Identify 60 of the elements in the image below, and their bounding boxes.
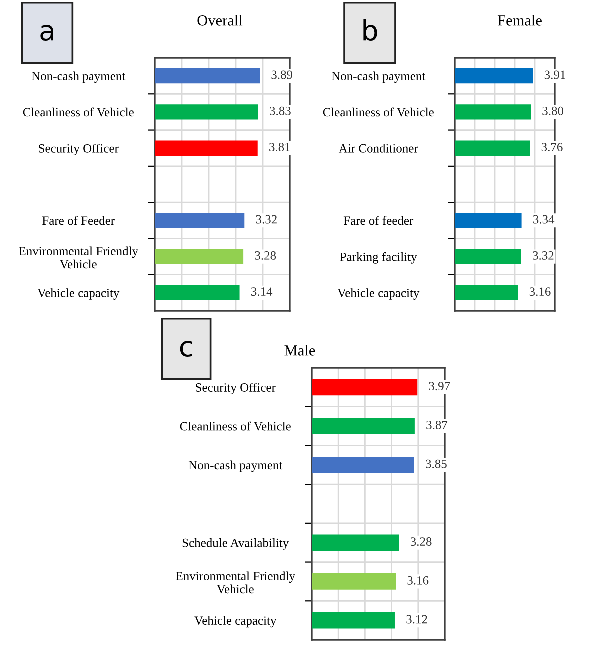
y-tick-label: Parking facility [340, 252, 418, 264]
chart-title: Female [498, 15, 542, 26]
data-label: 3.34 [534, 215, 555, 224]
y-tick-label: Cleanliness of Vehicle [323, 108, 434, 117]
y-tick-label: Environmental Friendly Vehicle [19, 246, 138, 269]
y-tick-label: Environmental Friendly Vehicle [176, 572, 296, 594]
bar [312, 574, 396, 590]
data-label: 3.97 [429, 382, 450, 391]
data-label: 3.12 [406, 615, 428, 624]
y-tick-label: Air Conditioner [338, 144, 418, 153]
bar [455, 140, 530, 156]
bar [455, 249, 522, 264]
bar [312, 418, 415, 434]
y-tick-label: Fare of Feeder [42, 216, 115, 226]
text: a [40, 25, 54, 42]
bar [155, 213, 245, 228]
data-label: 3.83 [270, 106, 291, 116]
data-label: 3.28 [255, 251, 276, 260]
data-label: 3.16 [530, 288, 551, 296]
data-label: 3.28 [410, 538, 432, 546]
bar [155, 249, 244, 264]
y-tick-label: Non-cash payment [332, 72, 426, 84]
text: b [364, 20, 378, 42]
bar [312, 379, 418, 396]
bar [312, 534, 400, 552]
bar [455, 68, 534, 84]
chart-title: Male [284, 345, 316, 356]
data-label: 3.91 [544, 70, 566, 80]
y-tick-label: Non-cash payment [188, 460, 283, 472]
y-tick-label: Security Officer [196, 383, 276, 395]
bar [312, 456, 414, 474]
y-tick-label: Cleanliness of Vehicle [180, 422, 291, 431]
bar [455, 213, 522, 228]
data-label: 3.16 [408, 576, 429, 585]
y-tick-label: Vehicle capacity [338, 288, 420, 300]
bar [455, 285, 518, 301]
text: c [180, 341, 192, 358]
y-tick-label: Fare of feeder [344, 216, 414, 226]
bar [455, 104, 531, 120]
data-label: 3.89 [272, 70, 293, 80]
data-label: 3.80 [542, 106, 564, 116]
data-label: 3.32 [533, 252, 554, 260]
data-label: 3.85 [426, 460, 447, 468]
bar [155, 140, 258, 156]
data-label: 3.87 [426, 420, 448, 430]
y-tick-label: Schedule Availability [182, 538, 290, 550]
bar [155, 285, 240, 301]
bar [155, 68, 260, 84]
y-tick-label: Vehicle capacity [194, 616, 277, 628]
bar [312, 612, 395, 629]
data-label: 3.32 [256, 215, 277, 224]
y-tick-label: Vehicle capacity [38, 288, 120, 300]
chart-title: Overall [198, 15, 243, 26]
y-tick-label: Security Officer [39, 144, 119, 156]
y-tick-label: Non-cash payment [32, 72, 126, 84]
data-label: 3.76 [542, 143, 563, 152]
data-label: 3.14 [251, 288, 273, 296]
bar [155, 104, 258, 120]
y-tick-label: Cleanliness of Vehicle [23, 108, 134, 117]
data-label: 3.81 [270, 143, 290, 152]
